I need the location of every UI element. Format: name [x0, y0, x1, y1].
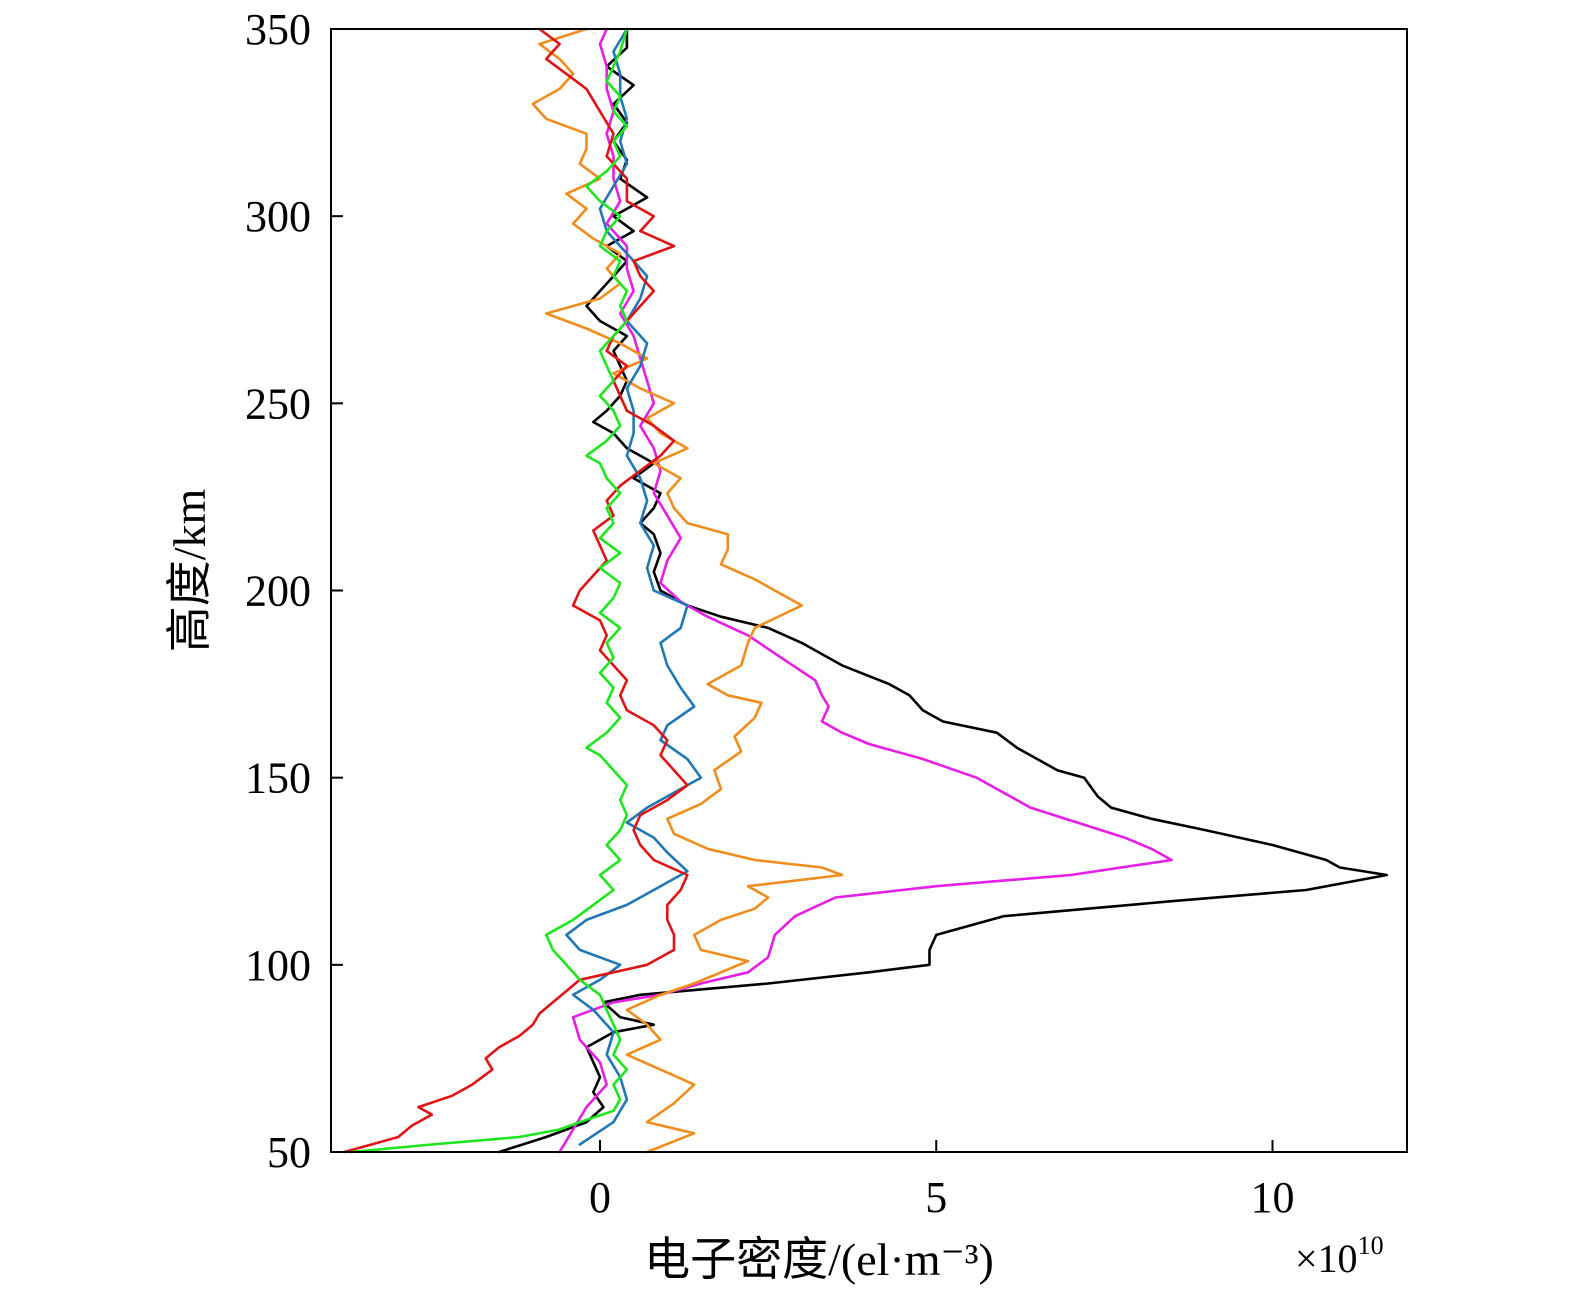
ticks-layer: 0 5 10 50 100 150 200 250 300 350	[245, 5, 1295, 1222]
y-tick-label: 250	[245, 379, 311, 428]
plot-frame	[330, 28, 1408, 1153]
x-axis-multiplier: ×1010	[1295, 1231, 1384, 1281]
series-line-5	[343, 27, 689, 1154]
y-axis-title: 高度/km	[164, 489, 215, 653]
series-line-2	[558, 27, 1173, 1154]
series-layer	[343, 27, 1389, 1154]
x-axis-title: 电子密度/(el·m⁻³)	[644, 1234, 994, 1285]
series-line-4	[565, 27, 703, 1146]
series-line-3	[531, 27, 844, 1154]
series-line-6	[349, 27, 629, 1154]
x-tick-label: 10	[1251, 1173, 1295, 1222]
y-tick-label: 100	[245, 941, 311, 990]
y-tick-label: 150	[245, 754, 311, 803]
x-tick-label: 0	[589, 1173, 611, 1222]
x-multiplier-base: ×10	[1295, 1236, 1358, 1281]
y-tick-label: 200	[245, 567, 311, 616]
y-tick-label: 350	[245, 5, 311, 54]
y-tick-label: 50	[267, 1128, 311, 1177]
series-line-1	[497, 27, 1389, 1154]
x-multiplier-exponent: 10	[1358, 1231, 1384, 1260]
y-tick-label: 300	[245, 192, 311, 241]
x-tick-label: 5	[925, 1173, 947, 1222]
